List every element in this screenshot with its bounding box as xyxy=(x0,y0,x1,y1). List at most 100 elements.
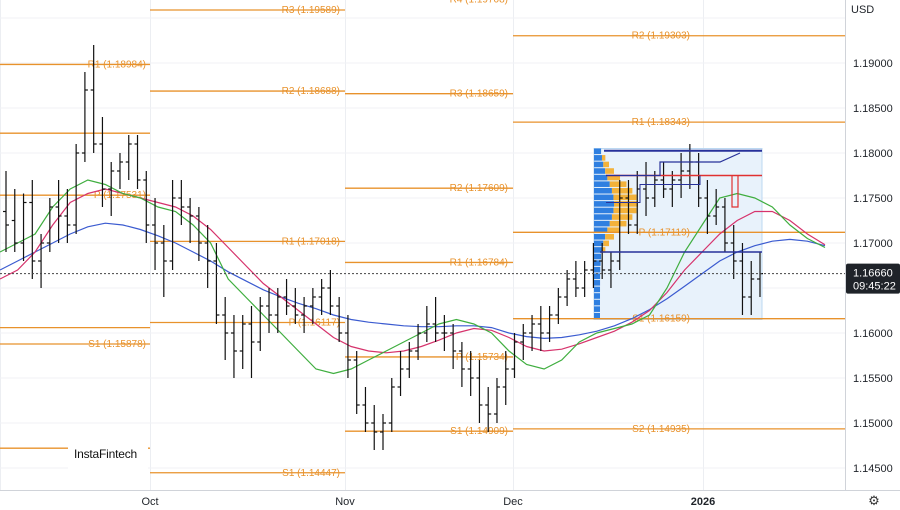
ohlc-bar xyxy=(99,117,106,207)
price-tick-label: 1.16000 xyxy=(853,328,893,340)
ohlc-bar xyxy=(134,135,141,189)
current-price-label: 1.16660 xyxy=(853,268,893,280)
volume-bar-blue xyxy=(594,148,602,155)
price-axis[interactable]: 1.190001.185001.180001.175001.170001.165… xyxy=(846,58,900,475)
volume-bar-blue xyxy=(594,155,602,161)
ohlc-bar xyxy=(55,180,62,243)
ohlc-bar xyxy=(485,387,492,432)
volume-bar-blue xyxy=(594,266,601,273)
currency-label[interactable]: USD xyxy=(851,4,875,16)
ohlc-bar xyxy=(327,270,334,315)
volume-bar-orange xyxy=(605,168,614,174)
pivot-label: S2 (1.14935) xyxy=(632,424,690,435)
volume-bar-blue xyxy=(594,306,601,312)
volume-bar-blue xyxy=(594,214,612,220)
ohlc-bar xyxy=(529,315,536,351)
range-step-line-2 xyxy=(606,175,701,203)
ohlc-bar xyxy=(46,198,53,252)
ohlc-bar xyxy=(301,297,308,333)
ohlc-bar xyxy=(607,252,614,288)
volume-bar-blue xyxy=(594,201,614,207)
pivot-label: R2 (1.17609) xyxy=(450,183,508,194)
volume-bar-orange xyxy=(613,207,637,214)
pivot-label: R2 (1.18688) xyxy=(282,86,340,97)
volume-bar-blue xyxy=(594,168,606,174)
volume-bar-blue xyxy=(594,273,601,280)
ohlc-bar xyxy=(353,351,360,414)
pivot-label: S1 (1.14909) xyxy=(450,426,508,437)
ohlc-bar xyxy=(257,297,264,351)
pivot-label: P (1.15734) xyxy=(456,352,508,363)
ohlc-bar xyxy=(625,180,632,234)
ohlc-bar xyxy=(397,351,404,396)
volume-bar-blue xyxy=(594,247,602,253)
ohlc-bar xyxy=(195,207,202,261)
ema-slow-line xyxy=(0,222,826,340)
ohlc-bar xyxy=(29,180,36,279)
ohlc-bar xyxy=(336,297,343,342)
volume-bar-blue xyxy=(594,286,601,293)
volume-bar-orange xyxy=(609,181,627,187)
ohlc-bar xyxy=(502,351,509,405)
ohlc-bar xyxy=(143,171,150,243)
pivot-label: P (1.17531) xyxy=(94,190,146,201)
ohlc-bar xyxy=(467,351,474,396)
ohlc-bar xyxy=(748,261,755,315)
volume-bar-blue xyxy=(594,253,602,260)
time-tick-label: Oct xyxy=(141,496,158,508)
ohlc-bar xyxy=(187,198,194,243)
ohlc-bar xyxy=(20,193,27,261)
price-tick-label: 1.14500 xyxy=(853,463,893,475)
volume-bar-blue xyxy=(594,227,608,233)
ohlc-bar xyxy=(651,171,658,207)
ohlc-bar xyxy=(713,189,720,225)
ohlc-bar xyxy=(546,306,553,342)
ohlc-bar xyxy=(581,261,588,297)
range-marker xyxy=(731,175,739,208)
ohlc-bar xyxy=(11,189,18,252)
ohlc-bar xyxy=(423,306,430,342)
volume-bar-orange xyxy=(613,194,637,201)
ohlc-bar xyxy=(458,342,465,387)
ohlc-bar xyxy=(169,180,176,270)
volume-bar-orange xyxy=(603,240,610,247)
ohlc-bar xyxy=(239,315,246,369)
pivot-label: P (1.17119) xyxy=(639,227,690,238)
volume-bar-orange xyxy=(607,227,621,233)
ohlc-bar xyxy=(380,414,386,450)
ohlc-bar xyxy=(125,135,132,180)
ohlc-bar xyxy=(616,180,623,270)
ohlc-bar xyxy=(108,162,115,216)
moving-averages xyxy=(0,179,826,375)
time-axis[interactable]: Oct Nov Dec 2026 xyxy=(141,496,715,508)
ohlc-bar xyxy=(230,315,237,378)
price-tick-label: 1.17500 xyxy=(853,193,893,205)
ohlc-bar xyxy=(362,387,369,432)
volume-bar-orange xyxy=(609,220,627,227)
volume-bar-blue xyxy=(594,312,601,319)
ohlc-bar xyxy=(3,171,9,252)
ohlc-bar xyxy=(476,360,483,423)
ohlc-bar xyxy=(388,378,395,432)
ohlc-bar xyxy=(213,243,220,324)
pivot-label: R1 (1.18343) xyxy=(632,117,690,128)
ohlc-bar xyxy=(116,153,123,189)
volume-bar-blue xyxy=(594,240,604,247)
time-tick-label: Dec xyxy=(503,496,523,508)
volume-bar-blue xyxy=(594,207,614,214)
ohlc-bar xyxy=(643,162,650,216)
pivot-label: R4 (1.19708) xyxy=(450,0,508,5)
volume-bar-orange xyxy=(603,161,610,168)
range-step-line xyxy=(606,152,741,177)
ohlc-bar xyxy=(160,225,167,297)
range-overlay xyxy=(600,149,762,253)
current-price-box xyxy=(846,263,900,294)
time-tick-label: 2026 xyxy=(691,496,715,508)
pivot-label: R2 (1.19303) xyxy=(632,31,690,42)
price-tick-label: 1.19000 xyxy=(853,58,893,70)
pivot-label: R1 (1.18984) xyxy=(88,59,146,70)
gear-icon[interactable]: ⚙ xyxy=(868,493,880,508)
ohlc-bar xyxy=(406,342,413,378)
time-tick-label: Nov xyxy=(335,496,355,508)
